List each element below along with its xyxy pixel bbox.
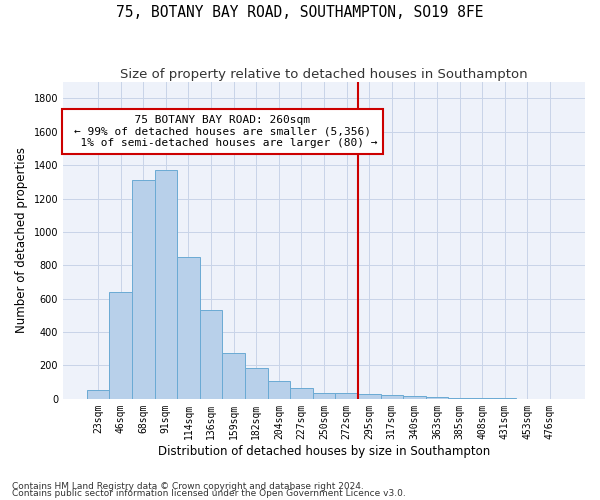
Bar [223, 353, 245, 399]
Bar [290, 388, 313, 399]
Text: Contains HM Land Registry data © Crown copyright and database right 2024.: Contains HM Land Registry data © Crown c… [12, 482, 364, 491]
Bar [109, 292, 132, 399]
Bar [448, 398, 471, 399]
Bar [403, 396, 426, 399]
X-axis label: Distribution of detached houses by size in Southampton: Distribution of detached houses by size … [158, 444, 490, 458]
Bar [200, 310, 223, 399]
Bar [245, 368, 268, 399]
Bar [335, 393, 358, 399]
Bar [132, 180, 155, 399]
Bar [380, 394, 403, 399]
Bar [313, 393, 335, 399]
Bar [177, 257, 200, 399]
Bar [358, 394, 380, 399]
Bar [155, 170, 177, 399]
Text: Contains public sector information licensed under the Open Government Licence v3: Contains public sector information licen… [12, 489, 406, 498]
Text: 75, BOTANY BAY ROAD, SOUTHAMPTON, SO19 8FE: 75, BOTANY BAY ROAD, SOUTHAMPTON, SO19 8… [116, 5, 484, 20]
Bar [426, 398, 448, 399]
Y-axis label: Number of detached properties: Number of detached properties [15, 147, 28, 333]
Bar [268, 382, 290, 399]
Title: Size of property relative to detached houses in Southampton: Size of property relative to detached ho… [120, 68, 528, 80]
Bar [471, 398, 493, 399]
Bar [87, 390, 109, 399]
Text: 75 BOTANY BAY ROAD: 260sqm  
← 99% of detached houses are smaller (5,356)
  1% o: 75 BOTANY BAY ROAD: 260sqm ← 99% of deta… [67, 115, 377, 148]
